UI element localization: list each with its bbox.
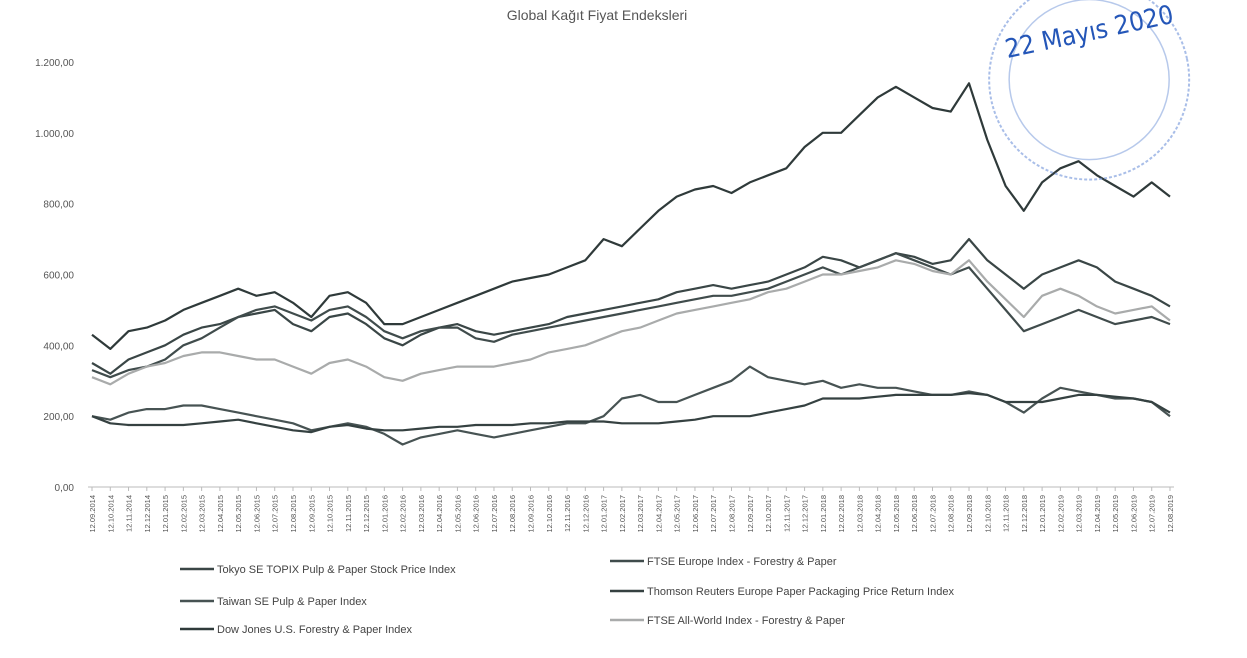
x-tick-label: 12.12.2016 bbox=[581, 495, 590, 533]
x-tick-label: 12.12.2015 bbox=[362, 495, 371, 533]
stamp-ring bbox=[1008, 0, 1170, 161]
x-tick-label: 12.04.2015 bbox=[216, 495, 225, 533]
x-tick-label: 12.05.2016 bbox=[453, 495, 462, 533]
series-line bbox=[91, 392, 1171, 434]
y-tick-label: 400,00 bbox=[43, 341, 74, 352]
x-tick-label: 12.07.2015 bbox=[271, 495, 280, 533]
x-tick-label: 12.05.2019 bbox=[1111, 495, 1120, 533]
legend-label: FTSE All-World Index - Forestry & Paper bbox=[647, 615, 845, 627]
x-tick-label: 12.08.2017 bbox=[727, 495, 736, 533]
stamp-date: 22 Mayıs 2020 bbox=[1003, 0, 1177, 65]
x-tick-label: 12.10.2016 bbox=[545, 495, 554, 533]
x-tick-label: 12.12.2018 bbox=[1020, 495, 1029, 533]
x-tick-label: 12.06.2017 bbox=[691, 495, 700, 533]
x-tick-label: 12.03.2017 bbox=[636, 495, 645, 533]
y-tick-label: 0,00 bbox=[55, 483, 75, 494]
legend-label: Dow Jones U.S. Forestry & Paper Index bbox=[217, 624, 413, 636]
x-tick-label: 12.01.2016 bbox=[380, 495, 389, 533]
x-tick-label: 12.02.2019 bbox=[1056, 495, 1065, 533]
x-tick-label: 12.04.2016 bbox=[435, 495, 444, 533]
x-tick-label: 12.09.2016 bbox=[527, 495, 536, 533]
x-tick-label: 12.01.2018 bbox=[819, 495, 828, 533]
series-line bbox=[91, 252, 1171, 379]
x-tick-label: 12.10.2018 bbox=[983, 495, 992, 533]
x-tick-label: 12.03.2015 bbox=[198, 495, 207, 533]
x-tick-label: 12.01.2019 bbox=[1038, 495, 1047, 533]
legend-label: FTSE Europe Index - Forestry & Paper bbox=[647, 556, 837, 568]
x-tick-label: 12.12.2014 bbox=[143, 495, 152, 533]
x-tick-label: 12.05.2017 bbox=[673, 495, 682, 533]
series-line bbox=[91, 259, 1171, 386]
x-tick-label: 12.01.2017 bbox=[600, 495, 609, 533]
x-tick-label: 12.06.2019 bbox=[1129, 495, 1138, 533]
x-tick-label: 12.02.2017 bbox=[618, 495, 627, 533]
x-tick-label: 12.07.2019 bbox=[1148, 495, 1157, 533]
legend-label: Tokyo SE TOPIX Pulp & Paper Stock Price … bbox=[217, 564, 456, 576]
x-tick-label: 12.09.2014 bbox=[88, 495, 97, 533]
x-tick-label: 12.08.2019 bbox=[1166, 495, 1175, 533]
x-tick-label: 12.05.2015 bbox=[234, 495, 243, 533]
x-tick-label: 12.02.2016 bbox=[399, 495, 408, 533]
stamp-ring bbox=[988, 0, 1191, 181]
x-tick-label: 12.11.2018 bbox=[1002, 495, 1011, 532]
x-tick-label: 12.08.2018 bbox=[947, 495, 956, 533]
y-tick-label: 1.200,00 bbox=[35, 58, 74, 69]
x-tick-label: 12.10.2015 bbox=[326, 495, 335, 533]
x-tick-label: 12.11.2014 bbox=[125, 495, 134, 532]
x-tick-label: 12.11.2015 bbox=[344, 495, 353, 532]
x-tick-label: 12.11.2017 bbox=[782, 495, 791, 532]
x-tick-label: 12.07.2018 bbox=[928, 495, 937, 533]
y-tick-label: 800,00 bbox=[43, 200, 74, 211]
series-line bbox=[91, 365, 1171, 446]
x-tick-label: 12.06.2015 bbox=[252, 495, 261, 533]
x-tick-label: 12.09.2017 bbox=[746, 495, 755, 533]
x-tick-label: 12.09.2018 bbox=[965, 495, 974, 533]
series-line bbox=[91, 82, 1171, 350]
chart-title: Global Kağıt Fiyat Endeksleri bbox=[507, 7, 688, 23]
x-tick-label: 12.07.2017 bbox=[709, 495, 718, 533]
x-tick-label: 12.02.2015 bbox=[179, 495, 188, 533]
x-tick-label: 12.09.2015 bbox=[307, 495, 316, 533]
x-tick-label: 12.08.2016 bbox=[508, 495, 517, 533]
x-tick-label: 12.08.2015 bbox=[289, 495, 298, 533]
x-tick-label: 12.06.2016 bbox=[472, 495, 481, 533]
x-tick-label: 12.03.2019 bbox=[1075, 495, 1084, 533]
x-tick-label: 12.10.2017 bbox=[764, 495, 773, 533]
legend-label: Thomson Reuters Europe Paper Packaging P… bbox=[647, 586, 954, 598]
y-tick-label: 600,00 bbox=[43, 271, 74, 282]
y-tick-label: 200,00 bbox=[43, 412, 74, 423]
x-tick-label: 12.02.2018 bbox=[837, 495, 846, 533]
x-tick-label: 12.01.2015 bbox=[161, 495, 170, 533]
x-tick-label: 12.10.2014 bbox=[106, 495, 115, 533]
x-tick-label: 12.07.2016 bbox=[490, 495, 499, 533]
x-tick-label: 12.03.2018 bbox=[855, 495, 864, 533]
x-tick-label: 12.04.2019 bbox=[1093, 495, 1102, 533]
y-tick-label: 1.000,00 bbox=[35, 129, 74, 140]
x-tick-label: 12.05.2018 bbox=[892, 495, 901, 533]
x-tick-label: 12.06.2018 bbox=[910, 495, 919, 533]
x-tick-label: 12.11.2016 bbox=[563, 495, 572, 532]
x-tick-label: 12.12.2017 bbox=[801, 495, 810, 533]
legend-label: Taiwan SE Pulp & Paper Index bbox=[217, 596, 367, 608]
series-line bbox=[91, 238, 1171, 375]
x-tick-label: 12.03.2016 bbox=[417, 495, 426, 533]
x-tick-label: 12.04.2017 bbox=[654, 495, 663, 533]
x-tick-label: 12.04.2018 bbox=[874, 495, 883, 533]
